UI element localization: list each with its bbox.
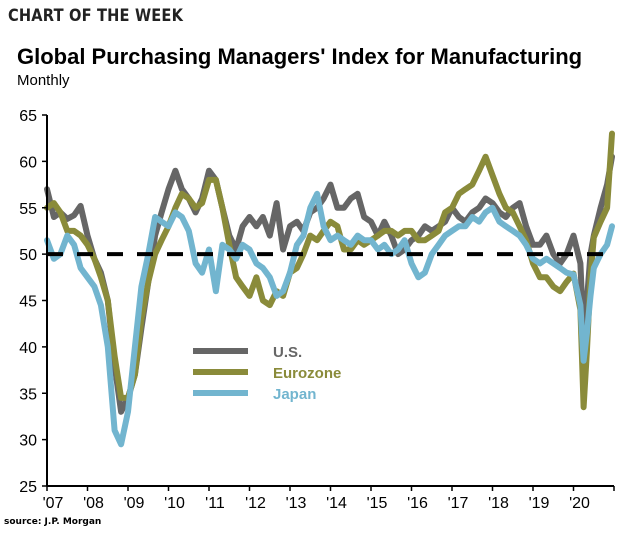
y-tick-label: 60 [19, 154, 37, 171]
y-tick-label: 30 [19, 433, 37, 450]
y-tick-label: 35 [19, 386, 37, 403]
x-tick-label: '20 [569, 495, 590, 512]
series-layer [44, 130, 615, 448]
x-tick-label: '13 [286, 495, 307, 512]
source-note: source: J.P. Morgan [4, 517, 102, 527]
y-tick-label: 40 [19, 340, 37, 357]
x-tick-label: '07 [43, 495, 64, 512]
y-tick-label: 55 [19, 201, 37, 218]
legend-label-japan: Japan [273, 386, 316, 403]
axes-layer: 25 30 35 40 45 50 55 60 65 '07 '08 '09 '10 '11 '12 '13 '… [19, 108, 615, 512]
x-tick-label: '18 [488, 495, 509, 512]
legend-label-eurozone: Eurozone [273, 365, 341, 382]
x-tick-label: '19 [529, 495, 550, 512]
x-tick-label: '15 [367, 495, 388, 512]
legend-label-us: U.S. [273, 344, 302, 361]
legend: U.S. Eurozone Japan [193, 344, 341, 403]
chart-title: Global Purchasing Managers' Index for Ma… [17, 44, 583, 69]
y-tick-label: 50 [19, 247, 37, 264]
chart-subtitle: Monthly [17, 72, 70, 89]
y-tick-label: 65 [19, 108, 37, 125]
x-tick-label: '08 [83, 495, 104, 512]
x-tick-label: '10 [164, 495, 185, 512]
x-tick-label: '16 [407, 495, 428, 512]
x-tick-label: '11 [205, 495, 225, 512]
x-tick-label: '14 [326, 495, 347, 512]
x-tick-label: '17 [448, 495, 469, 512]
x-tick-label: '12 [245, 495, 266, 512]
y-tick-label: 45 [19, 294, 37, 311]
y-tick-label: 25 [19, 479, 37, 496]
kicker-label: CHART OF THE WEEK [8, 6, 184, 26]
x-tick-label: '09 [124, 495, 145, 512]
